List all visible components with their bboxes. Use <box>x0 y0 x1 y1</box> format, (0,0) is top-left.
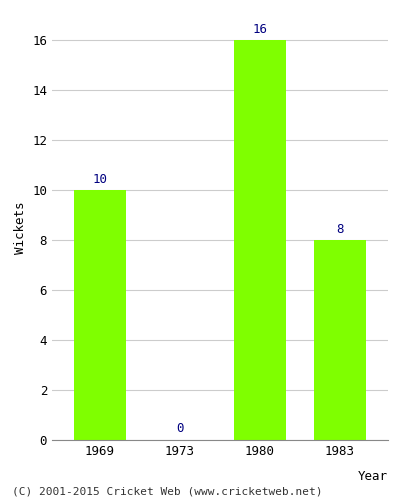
Bar <box>234 40 286 440</box>
Text: 16: 16 <box>252 24 268 36</box>
Text: Year: Year <box>358 470 388 483</box>
Text: (C) 2001-2015 Cricket Web (www.cricketweb.net): (C) 2001-2015 Cricket Web (www.cricketwe… <box>12 487 322 497</box>
Text: 0: 0 <box>176 422 184 435</box>
Text: 10: 10 <box>92 174 108 186</box>
Y-axis label: Wickets: Wickets <box>14 201 26 254</box>
Bar <box>74 190 126 440</box>
Text: 8: 8 <box>336 223 344 236</box>
Bar <box>314 240 366 440</box>
